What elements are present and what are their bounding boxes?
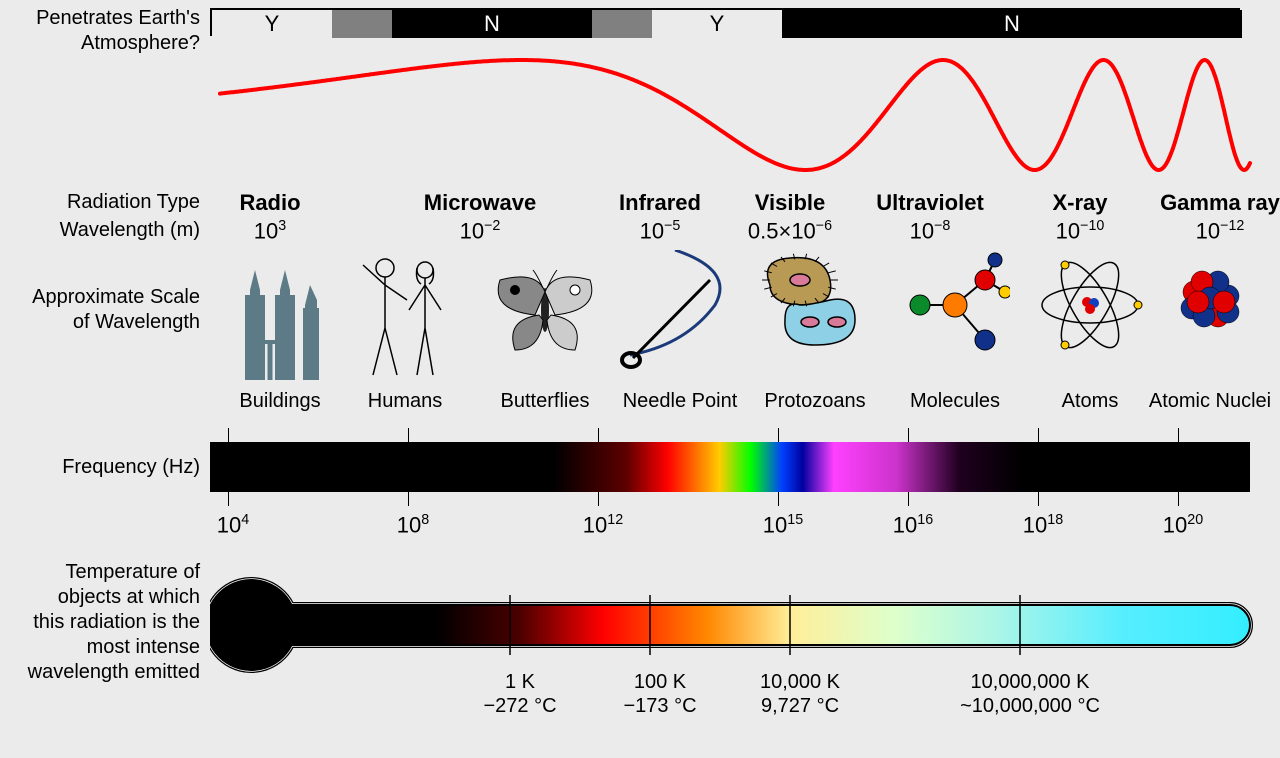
radiation-type: X-ray [1020,190,1140,216]
butterfly-icon [485,250,605,370]
freq-tick [778,428,779,442]
penetration-segment: N [782,10,1242,38]
label-frequency: Frequency (Hz) [0,455,200,480]
scale-icon [335,250,475,380]
humans-icon [345,250,465,380]
scale-label: Needle Point [605,390,755,413]
label-penetration: Penetrates Earth'sAtmosphere? [0,6,200,56]
scale-label: Molecules [880,390,1030,413]
radiation-type: Ultraviolet [870,190,990,216]
wavelength-value: 10−2 [420,218,540,244]
freq-label: 1018 [1003,512,1083,538]
label-scale: Approximate Scaleof Wavelength [0,285,200,335]
scale-label: Humans [330,390,480,413]
scale-icon [745,250,885,380]
radiation-type: Microwave [420,190,540,216]
radiation-type: Visible [730,190,850,216]
freq-label: 1015 [743,512,823,538]
penetration-segment [592,10,652,38]
freq-tick [1178,492,1179,506]
nucleus-icon [1155,250,1265,350]
scale-icon [475,250,615,380]
radiation-row: Radio103 Microwave10−2 Infrared10−5 Visible… [210,190,1260,250]
penetration-segment [332,10,392,38]
freq-tick [1038,428,1039,442]
penetration-segment: N [392,10,592,38]
scale-icon [210,250,350,380]
freq-tick [598,492,599,506]
radiation-type: Gamma ray [1160,190,1280,216]
radiation-type: Infrared [600,190,720,216]
scale-icon [610,250,750,380]
buildings-icon [225,250,335,380]
freq-label: 104 [193,512,273,538]
wavelength-value: 0.5×10−6 [730,218,850,244]
freq-tick [778,492,779,506]
wavelength-value: 10−12 [1160,218,1280,244]
freq-label: 108 [373,512,453,538]
scale-icon [1140,250,1280,380]
scale-label: Butterflies [470,390,620,413]
scale-icon [1020,250,1160,380]
temp-label: 10,000,000 K~10,000,000 °C [930,670,1130,718]
scale-row: Buildings Humans Butterflies Needle Poin… [210,250,1260,420]
temp-label: 10,000 K9,727 °C [700,670,900,718]
label-wavelength: Wavelength (m) [0,218,200,243]
atom-icon [1035,250,1145,360]
wavelength-value: 10−10 [1020,218,1140,244]
molecule-icon [900,250,1010,360]
freq-label: 1020 [1143,512,1223,538]
freq-tick [598,428,599,442]
wavelength-value: 10−8 [870,218,990,244]
freq-label: 1012 [563,512,643,538]
wavelength-value: 10−5 [600,218,720,244]
freq-tick [908,492,909,506]
freq-tick [1178,428,1179,442]
scale-label: Protozoans [740,390,890,413]
scale-icon [885,250,1025,380]
scale-label: Atomic Nuclei [1135,390,1280,413]
label-temperature: Temperature ofobjects at whichthis radia… [0,560,200,685]
penetration-segment: Y [652,10,782,38]
freq-tick [408,492,409,506]
label-radiation-type: Radiation Type [0,190,200,215]
freq-label: 1016 [873,512,953,538]
wave-graphic [210,50,1260,180]
penetration-bar: YNYN [210,8,1260,40]
protozoan-icon [755,250,875,360]
freq-tick [408,428,409,442]
freq-tick [908,428,909,442]
penetration-segment: Y [212,10,332,38]
needle-icon [615,250,745,380]
wavelength-value: 103 [210,218,330,244]
thermometer-row: 1 K−272 °C100 K−173 °C10,000 K9,727 °C10… [210,570,1260,740]
frequency-row: 10410810121015101610181020 [210,442,1260,542]
freq-tick [228,428,229,442]
freq-tick [1038,492,1039,506]
radiation-type: Radio [210,190,330,216]
freq-tick [228,492,229,506]
